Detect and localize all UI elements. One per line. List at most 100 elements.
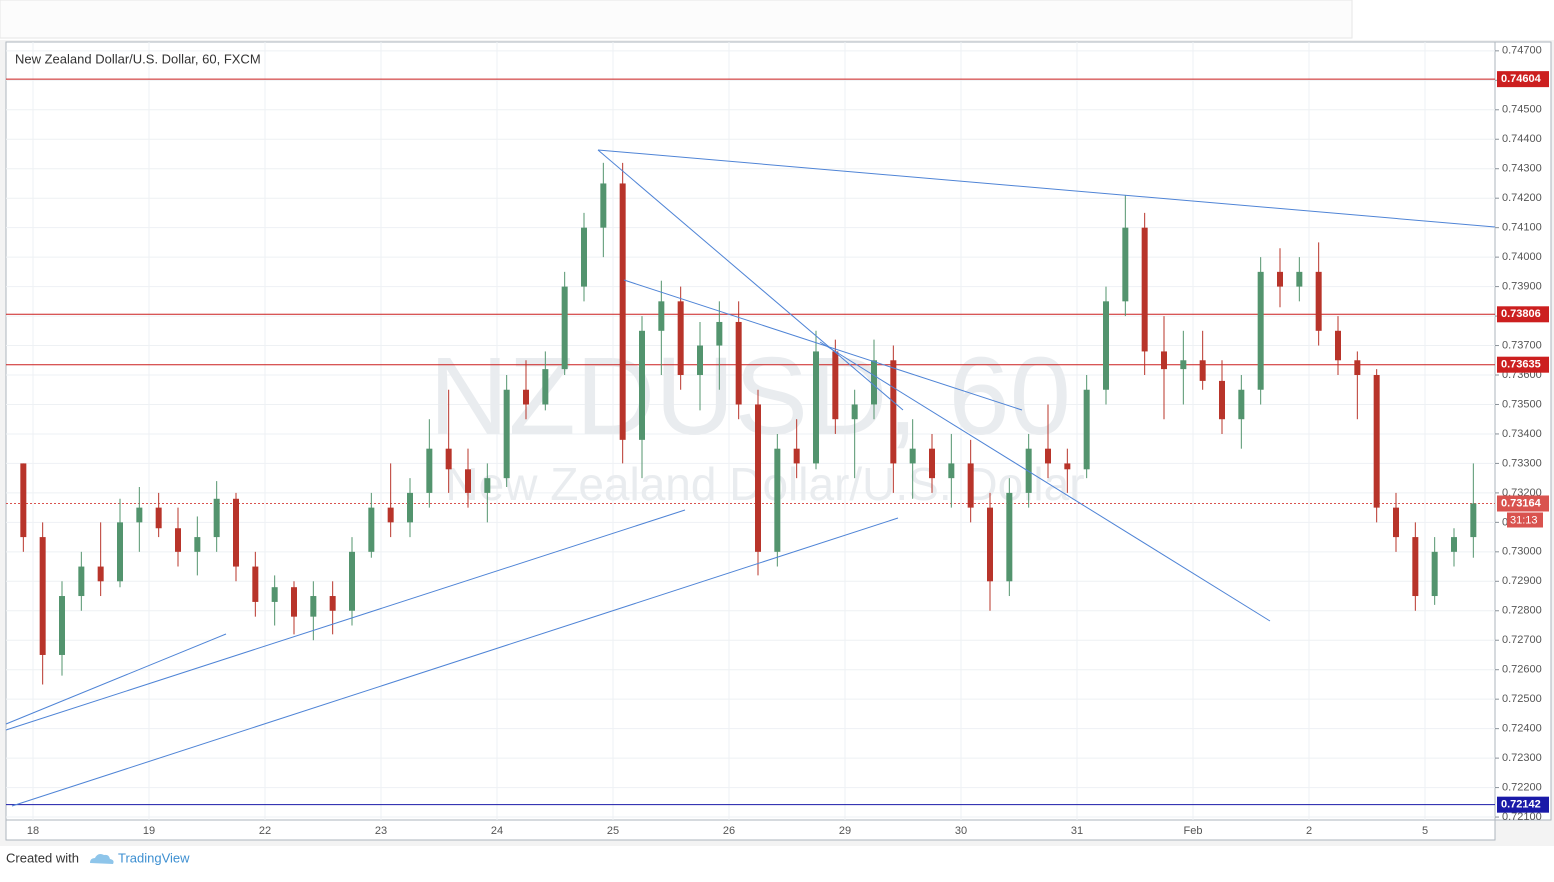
candle-body: [813, 351, 819, 464]
y-tick-label: 0.73500: [1502, 398, 1542, 410]
y-tick-label: 0.72800: [1502, 605, 1542, 617]
candle-body: [929, 448, 935, 479]
x-tick-label: 23: [375, 825, 387, 837]
candle-body: [136, 507, 143, 523]
candle-body: [1451, 537, 1457, 552]
candle-body: [155, 507, 162, 529]
candle-body: [349, 551, 355, 611]
x-tick-label: 22: [259, 825, 271, 837]
y-tick-label: 0.74300: [1502, 163, 1542, 175]
candle-body: [59, 596, 65, 655]
x-tick-label: 30: [955, 825, 967, 837]
candle-body: [697, 345, 703, 376]
candle-body: [310, 596, 317, 617]
y-tick-label: 0.74500: [1502, 104, 1542, 116]
candle-body: [658, 301, 665, 331]
time-axis: [5, 819, 1496, 841]
logo[interactable]: [90, 854, 114, 864]
candle-body: [890, 360, 897, 464]
candle-body: [387, 507, 394, 523]
countdown-label: 31:13: [1510, 514, 1538, 526]
candle-body: [407, 492, 413, 523]
trend-line: [11, 517, 899, 807]
candle-body: [1064, 463, 1071, 470]
last-price-tag: [1497, 495, 1549, 512]
top-bar: [0, 0, 1353, 39]
y-tick-label: 0.72900: [1502, 575, 1542, 587]
candle-body: [445, 448, 452, 470]
candle-body: [561, 286, 568, 370]
trend-line: [819, 341, 1271, 622]
y-tick-label: 0.73000: [1502, 546, 1542, 558]
candle-body: [1412, 537, 1419, 597]
y-tick-label: 0.74100: [1502, 222, 1542, 234]
last-price-label: 0.73164: [1501, 497, 1542, 509]
candle-body: [542, 369, 549, 405]
candle-body: [677, 301, 684, 376]
candle-body: [1083, 389, 1090, 470]
price-axis: [1494, 41, 1552, 821]
candle-body: [484, 478, 491, 493]
candle-body: [213, 498, 220, 538]
candle-body: [1180, 360, 1187, 370]
candle-body: [426, 448, 433, 493]
trend-lines: [5, 149, 1496, 807]
candle-body: [1238, 389, 1245, 420]
y-tick-label: 0.72500: [1502, 693, 1542, 705]
candle-body: [368, 507, 375, 552]
candle-body: [271, 587, 278, 602]
candle-body: [1199, 360, 1206, 381]
candle-body: [175, 528, 181, 552]
y-tick-label: 0.72100: [1502, 811, 1542, 823]
trend-line: [5, 633, 227, 725]
candle-body: [716, 321, 723, 346]
x-tick-label: 26: [723, 825, 735, 837]
candle-body: [1161, 351, 1167, 370]
y-tick-label: 0.74400: [1502, 133, 1542, 145]
level-label: 0.74604: [1501, 73, 1542, 85]
y-tick-label: 0.73900: [1502, 281, 1542, 293]
candle-body: [1006, 492, 1013, 582]
chart-title: New Zealand Dollar/U.S. Dollar, 60, FXCM: [15, 51, 261, 66]
candle-body: [832, 351, 839, 420]
trend-line: [5, 509, 686, 731]
level-tag: [1497, 71, 1549, 88]
candle-body: [117, 522, 123, 582]
x-tick-label: 19: [143, 825, 155, 837]
candle-body: [851, 404, 858, 420]
candle-body: [1393, 507, 1399, 538]
y-tick-label: 0.72200: [1502, 781, 1542, 793]
candle-body: [793, 448, 800, 464]
candle-body: [503, 389, 510, 479]
trend-line: [597, 149, 1496, 228]
x-tick-label: 24: [491, 825, 503, 837]
level-label: 0.72142: [1501, 799, 1541, 811]
footer-text: Created with: [6, 850, 79, 865]
candle-body: [1141, 227, 1148, 352]
candle-body: [20, 463, 27, 538]
candle-body: [1335, 330, 1341, 361]
candle-body: [291, 587, 297, 617]
candle-body: [619, 183, 626, 440]
candle-body: [252, 566, 259, 602]
level-tag: [1497, 796, 1549, 813]
candle-body: [1219, 380, 1225, 420]
watermark-subtitle: New Zealand Dollar/U.S. Dollar: [445, 458, 1084, 510]
y-tick-label: 0.73300: [1502, 457, 1542, 469]
candle-body: [581, 227, 587, 287]
level-label: 0.73806: [1501, 308, 1541, 320]
x-tick-label: 2: [1306, 825, 1312, 837]
y-tick-label: 0.72600: [1502, 664, 1542, 676]
brand-link[interactable]: TradingView: [118, 850, 190, 865]
candle-body: [639, 330, 645, 440]
candle-body: [233, 498, 239, 567]
x-tick-label: 29: [839, 825, 851, 837]
candle-body: [755, 404, 761, 552]
candle-body: [194, 537, 201, 552]
candle-body: [1277, 271, 1283, 287]
y-tick-label: 0.72700: [1502, 634, 1542, 646]
level-tag: [1497, 306, 1549, 323]
plot: [6, 78, 1495, 806]
x-tick-label: Feb: [1184, 825, 1203, 837]
candle-body: [78, 566, 85, 597]
